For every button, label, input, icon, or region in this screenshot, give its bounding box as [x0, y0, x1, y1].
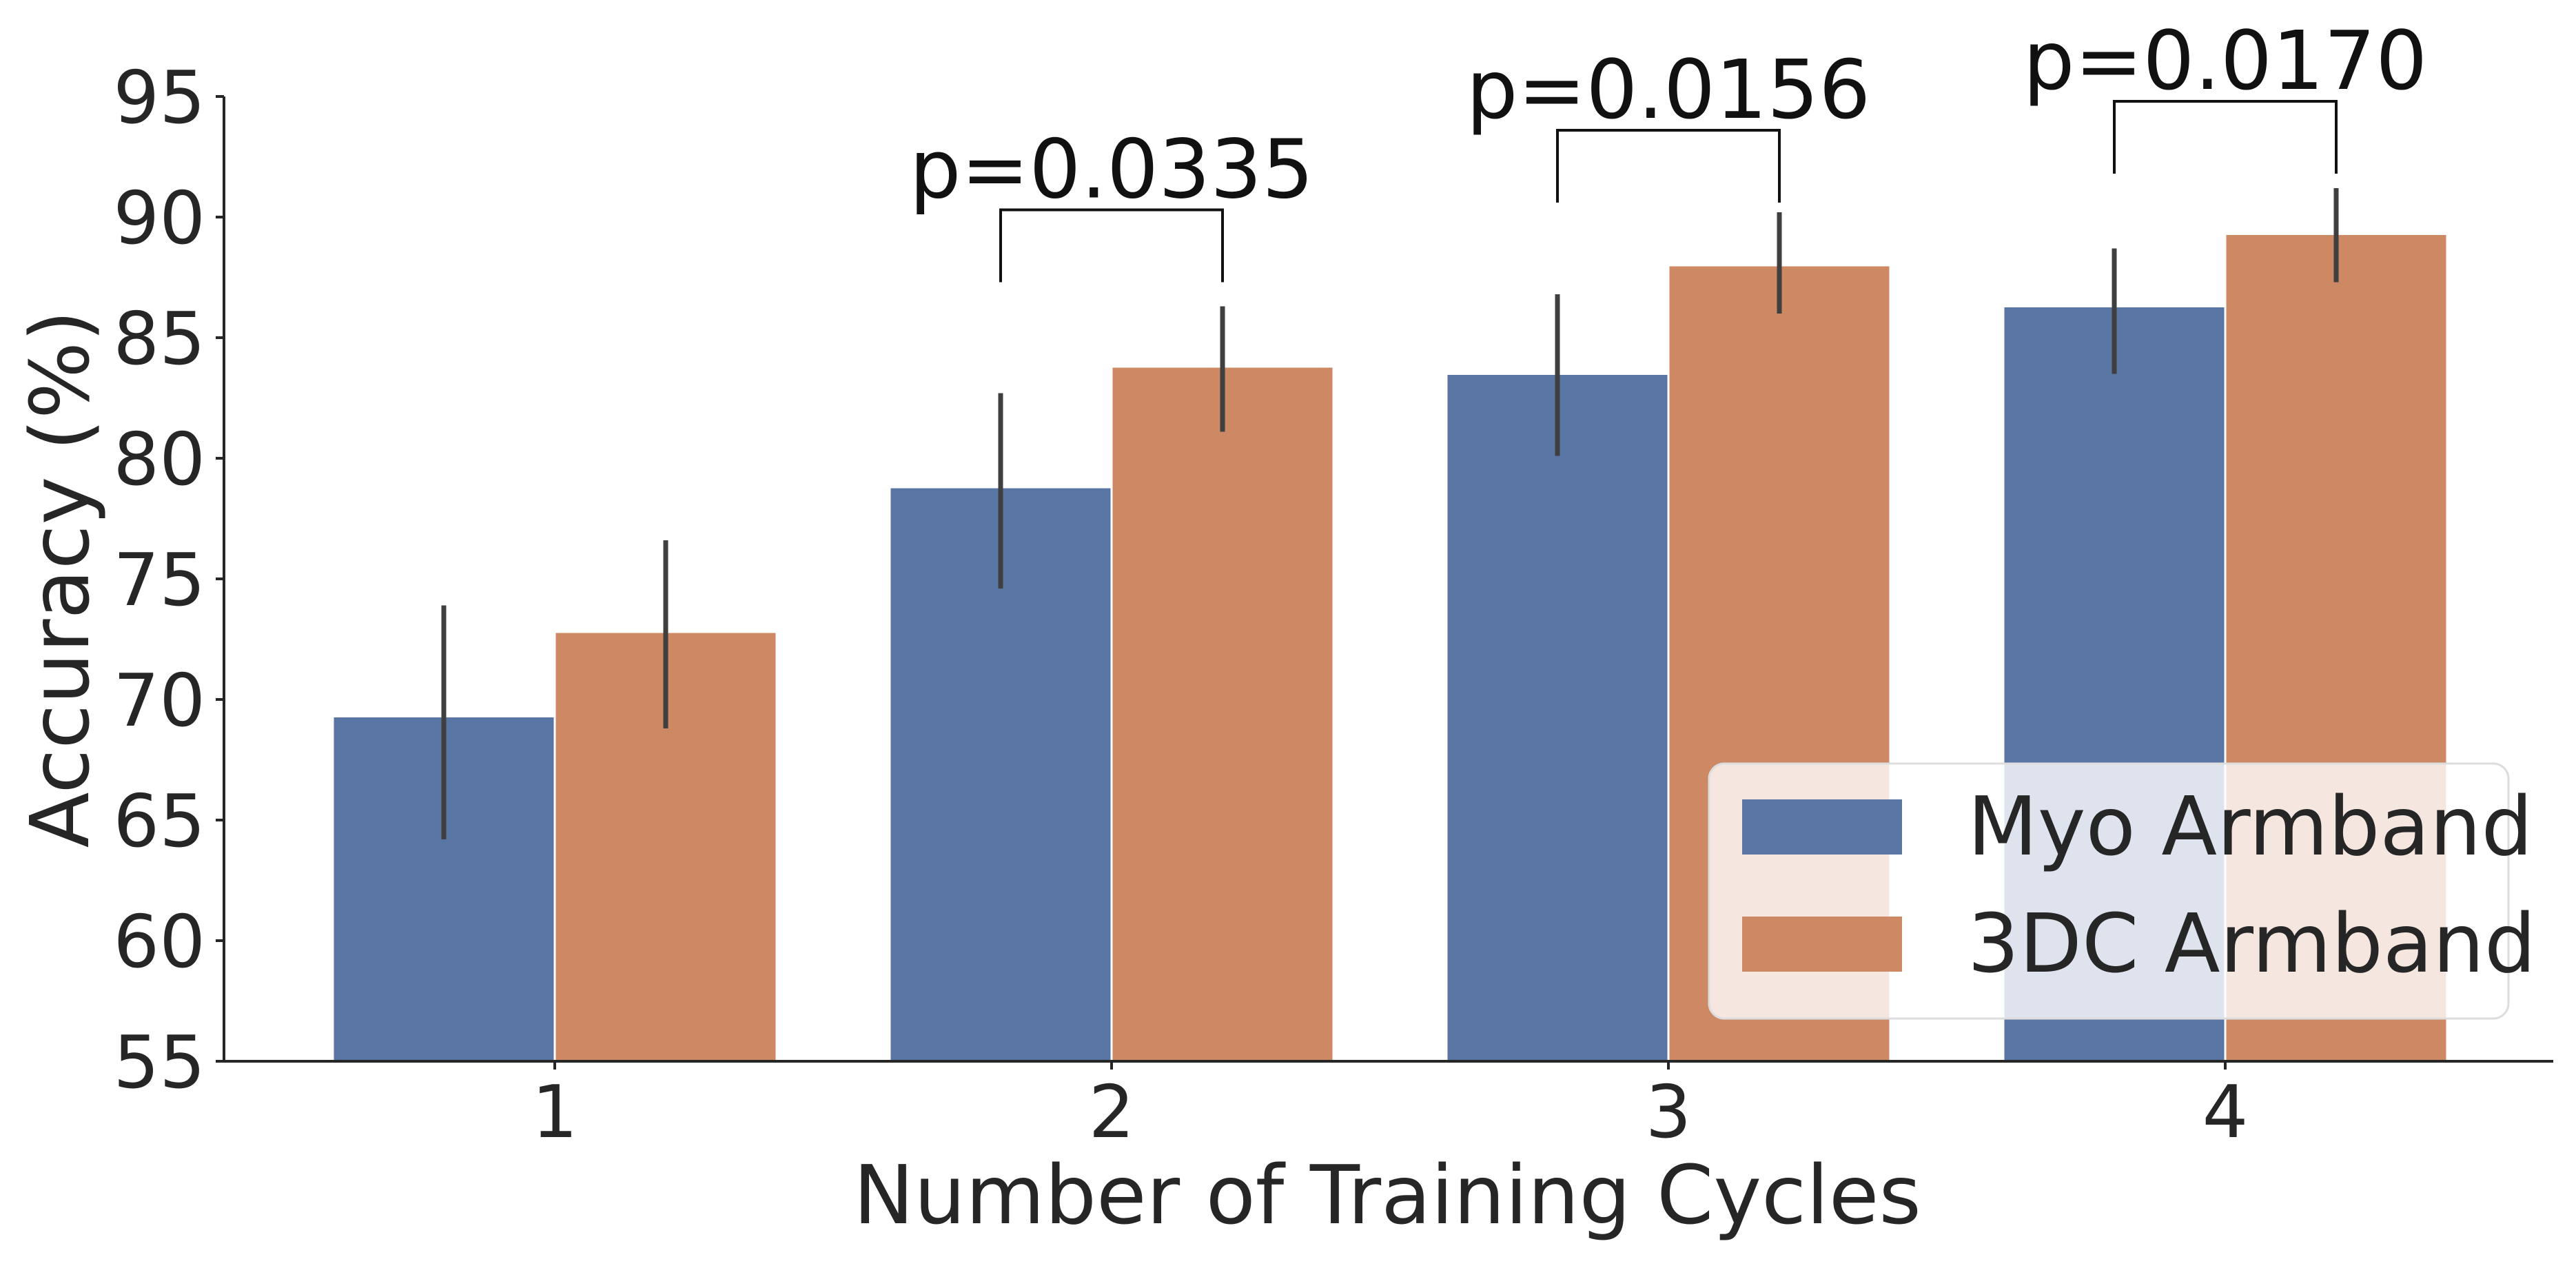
y-tick-label: 90: [113, 176, 205, 260]
x-tick-label: 2: [1089, 1070, 1135, 1154]
legend: Myo Armband 3DC Armband: [1708, 762, 2536, 1020]
legend-label-myo: Myo Armband: [1967, 779, 2533, 874]
x-tick-label: 4: [2202, 1070, 2249, 1154]
y-tick-label: 65: [113, 779, 205, 863]
y-tick-label: 85: [113, 297, 205, 381]
x-axis-title: Number of Training Cycles: [853, 1147, 1921, 1243]
y-axis-title: Accuracy (%): [12, 310, 108, 848]
p-value-label-cycle-4: p=0.0170: [2023, 13, 2428, 108]
significance-annotations: p=0.0335 p=0.0156 p=0.0170: [910, 13, 2428, 283]
p-value-label-cycle-2: p=0.0335: [910, 122, 1314, 217]
y-tick-label: 60: [113, 900, 205, 984]
x-tick-label: 3: [1646, 1070, 1692, 1154]
legend-swatch-myo: [1742, 799, 1902, 855]
bar-myo-cycle-3: [1445, 373, 1670, 1063]
p-value-label-cycle-3: p=0.0156: [1466, 42, 1871, 137]
x-tick-label: 1: [532, 1070, 578, 1154]
y-tick-label: 80: [113, 418, 205, 502]
y-tick-label: 55: [113, 1021, 205, 1105]
y-tick-label: 70: [113, 659, 205, 743]
error-bars-layer: [441, 188, 2339, 839]
legend-swatch-3dc: [1742, 917, 1902, 972]
y-tick-label: 95: [113, 56, 205, 140]
x-tick-labels: 1 2 3 4: [532, 1061, 2249, 1154]
legend-label-3dc: 3DC Armband: [1967, 896, 2536, 991]
legend-box: [1708, 762, 2510, 1020]
significance-bracket-cycle-2: [999, 208, 1224, 283]
bar-3dc-cycle-2: [1110, 365, 1335, 1063]
significance-bracket-cycle-3: [1556, 129, 1781, 203]
significance-bracket-cycle-4: [2113, 100, 2338, 174]
y-tick-label: 75: [113, 538, 205, 622]
y-tick-labels: 55 60 65 70 75 80 85 90 95: [113, 56, 224, 1105]
